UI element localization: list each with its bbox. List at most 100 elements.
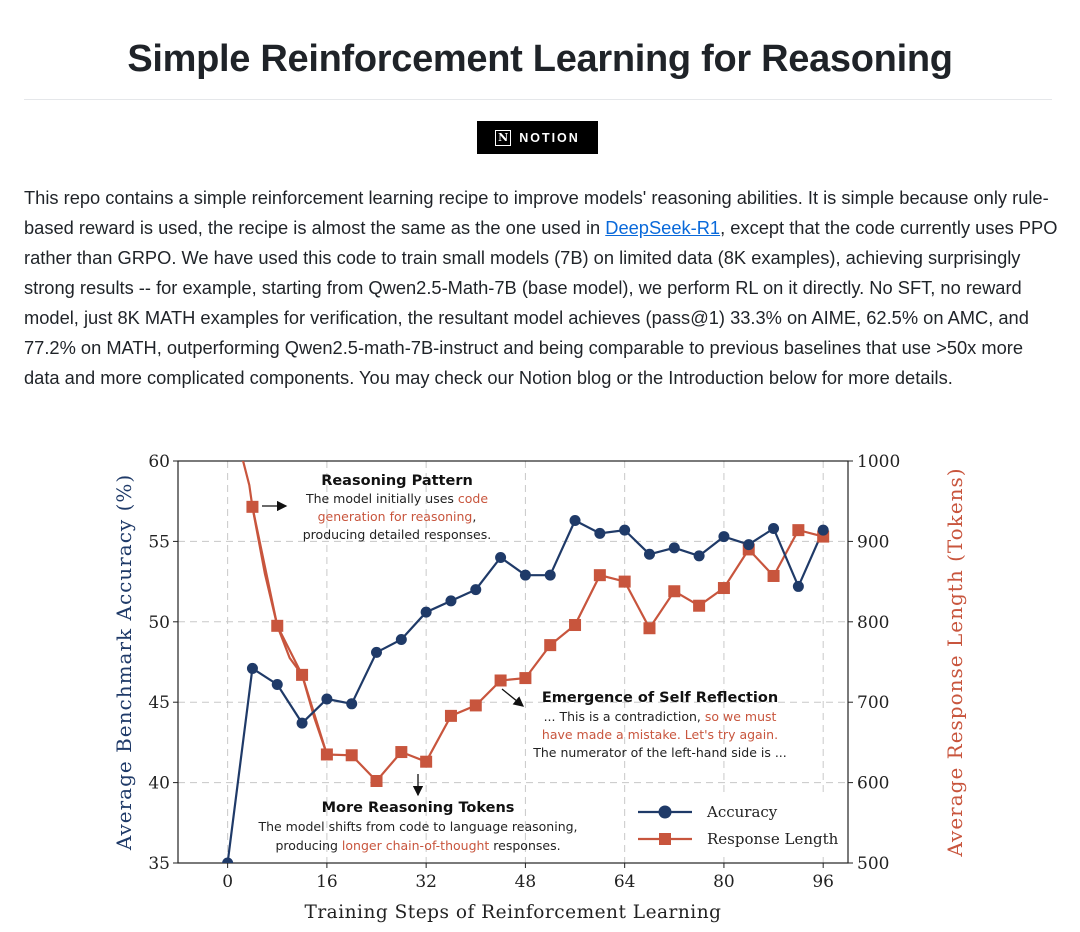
accuracy-point <box>693 550 705 562</box>
x-tick-label: 64 <box>614 872 636 892</box>
response-length-point <box>320 748 333 761</box>
response-length-point <box>345 749 358 762</box>
y-tick-label-left: 60 <box>148 452 170 472</box>
accuracy-point <box>668 542 680 554</box>
accuracy-point <box>743 539 755 551</box>
x-tick-label: 0 <box>222 872 233 892</box>
self-reflection-arrow <box>501 688 525 707</box>
response-length-point <box>717 582 730 595</box>
reasoning-pattern-line-1: The model initially uses code <box>305 491 488 506</box>
y-tick-label-right: 700 <box>857 693 889 713</box>
legend-accuracy-marker <box>658 805 672 819</box>
accuracy-point <box>792 580 804 592</box>
legend-accuracy-label: Accuracy <box>706 803 778 821</box>
self-reflection-title: Emergence of Self Reflection <box>542 690 778 706</box>
accuracy-point <box>519 569 531 581</box>
response-length-point <box>296 668 309 681</box>
response-length-point <box>519 672 532 685</box>
more-tokens-line-2: producing longer chain-of-thought respon… <box>275 838 560 853</box>
legend-background <box>626 794 840 856</box>
response-length-point <box>569 619 582 632</box>
response-length-point <box>420 755 433 768</box>
accuracy-point <box>619 524 631 536</box>
x-tick-label: 48 <box>515 872 537 892</box>
accuracy-markers <box>222 514 829 863</box>
annotation-reasoning-pattern: Reasoning Pattern The model initially us… <box>262 473 491 542</box>
accuracy-point <box>594 527 606 539</box>
y-tick-label-right: 900 <box>857 532 889 552</box>
y-tick-label-right: 1000 <box>857 452 900 472</box>
response-length-point <box>618 575 631 588</box>
axis-ticks: 0 16 32 48 64 80 96 35 40 45 50 55 60 500 600 700 800 900… <box>148 452 900 892</box>
accuracy-point <box>346 698 358 710</box>
accuracy-point <box>470 584 482 596</box>
intro-text-2: , except that the code currently uses PP… <box>24 217 1058 388</box>
accuracy-point <box>222 857 234 863</box>
y-tick-label-left: 55 <box>148 532 170 552</box>
page-title: Simple Reinforcement Learning for Reason… <box>127 38 953 80</box>
x-axis-label: Training Steps of Reinforcement Learning <box>304 902 721 923</box>
response-length-point <box>643 622 656 635</box>
y-axis-label-right: Average Response Length (Tokens) <box>943 467 967 857</box>
response-length-point <box>370 774 383 787</box>
accuracy-point <box>768 523 780 535</box>
accuracy-point <box>544 569 556 581</box>
reasoning-pattern-title: Reasoning Pattern <box>321 473 473 489</box>
response-length-point <box>246 500 259 513</box>
more-tokens-line-1: The model shifts from code to language r… <box>257 819 577 834</box>
y-tick-label-left: 45 <box>148 693 170 713</box>
legend-length-label: Response Length <box>707 830 839 848</box>
y-tick-label-right: 800 <box>857 613 889 633</box>
accuracy-point <box>643 548 655 560</box>
deepseek-r1-link[interactable]: DeepSeek-R1 <box>605 217 721 238</box>
x-tick-label: 32 <box>415 872 437 892</box>
y-tick-label-right: 500 <box>857 854 889 874</box>
legend-length-marker <box>659 833 671 845</box>
annotation-more-tokens: More Reasoning Tokens The model shifts f… <box>257 774 578 853</box>
self-reflection-line-2: have made a mistake. Let's try again. <box>542 727 778 742</box>
intro-paragraph: This repo contains a simple reinforcemen… <box>24 183 1058 393</box>
notion-logo-icon: N <box>495 129 512 146</box>
chart-svg: 0 16 32 48 64 80 96 35 40 45 50 55 60 500 600 700 800 900… <box>112 452 967 923</box>
response-length-point <box>668 585 681 598</box>
response-length-point <box>693 599 706 612</box>
x-tick-label: 96 <box>812 872 834 892</box>
response-length-point <box>271 619 284 632</box>
annotation-self-reflection: Emergence of Self Reflection ... This is… <box>501 688 787 760</box>
training-chart: 0 16 32 48 64 80 96 35 40 45 50 55 60 500 600 700 800 900… <box>0 440 1080 927</box>
accuracy-point <box>321 693 333 705</box>
accuracy-point <box>296 717 308 729</box>
response-length-point <box>792 524 805 537</box>
accuracy-point <box>271 679 283 691</box>
plot-frame <box>177 460 849 864</box>
y-tick-label-right: 600 <box>857 774 889 794</box>
self-reflection-line-1: ... This is a contradiction, so we must <box>544 709 777 724</box>
response-length-point <box>544 639 557 652</box>
accuracy-point <box>569 514 581 526</box>
accuracy-point <box>420 606 432 618</box>
accuracy-point <box>371 646 383 658</box>
y-tick-label-left: 35 <box>148 854 170 874</box>
x-tick-label: 80 <box>713 872 735 892</box>
accuracy-point <box>718 531 730 543</box>
reasoning-pattern-line-3: producing detailed responses. <box>303 527 491 542</box>
accuracy-point <box>495 551 507 563</box>
more-tokens-title: More Reasoning Tokens <box>322 800 515 816</box>
notion-badge-label: NOTION <box>519 130 580 145</box>
response-length-point <box>469 699 482 712</box>
accuracy-point <box>817 524 829 536</box>
response-length-point <box>395 746 408 759</box>
response-length-initial-curve <box>241 461 328 755</box>
notion-badge[interactable]: N NOTION <box>477 121 598 154</box>
y-axis-label-left: Average Benchmark Accuracy (%) <box>112 474 136 851</box>
intro-text-1: This repo contains a simple reinforcemen… <box>24 187 1049 238</box>
title-divider <box>24 99 1052 100</box>
reasoning-pattern-line-2: generation for reasoning, <box>318 509 477 524</box>
self-reflection-line-3: The numerator of the left-hand side is .… <box>532 745 787 760</box>
response-length-point <box>494 674 507 687</box>
response-length-point <box>444 709 457 722</box>
accuracy-point <box>246 662 258 674</box>
accuracy-point <box>445 595 457 607</box>
x-tick-label: 16 <box>316 872 338 892</box>
y-tick-label-left: 40 <box>148 774 170 794</box>
